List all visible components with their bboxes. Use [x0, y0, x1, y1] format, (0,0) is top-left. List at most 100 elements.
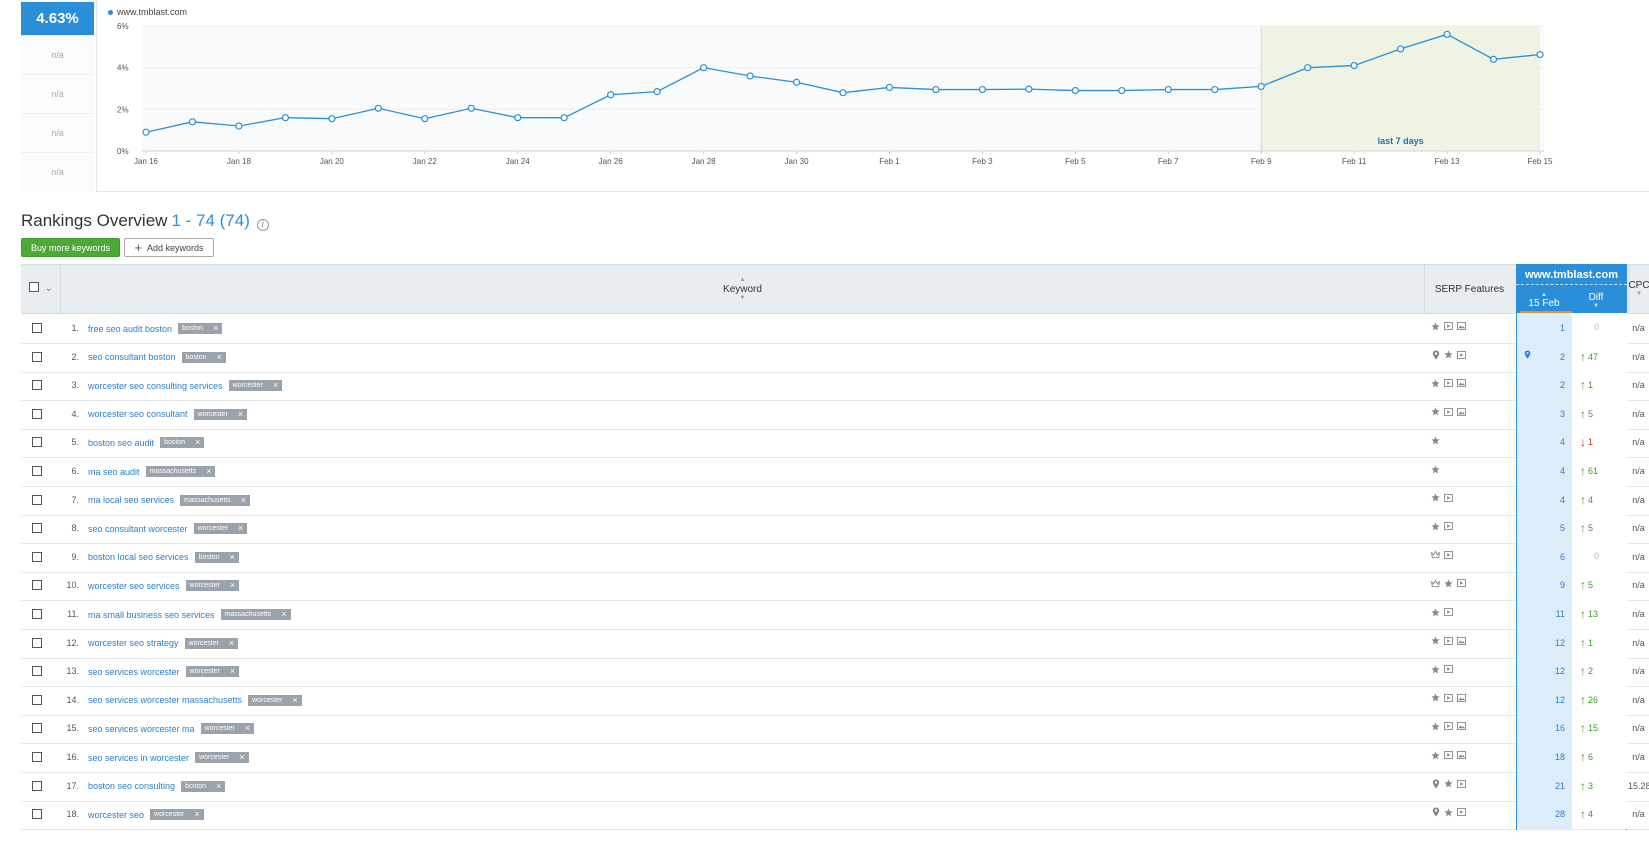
star-icon[interactable]	[1431, 636, 1440, 646]
video-icon[interactable]	[1444, 550, 1453, 560]
keyword-link[interactable]: seo services worcester massachusetts	[88, 695, 243, 706]
video-icon[interactable]	[1444, 378, 1453, 388]
crown-icon[interactable]	[1431, 578, 1440, 588]
keyword-tag[interactable]: boston ×	[178, 323, 223, 334]
keyword-link[interactable]: boston local seo services	[88, 552, 189, 563]
star-icon[interactable]	[1431, 750, 1440, 760]
table-row[interactable]: 4. worcester seo consultant worcester × …	[21, 398, 1649, 430]
keyword-link[interactable]: seo services in worcester	[88, 752, 190, 763]
star-icon[interactable]	[1431, 435, 1440, 445]
row-checkbox[interactable]	[32, 609, 42, 619]
table-row[interactable]: 8. seo consultant worcester worcester × …	[21, 513, 1649, 545]
position-value[interactable]: 4	[1559, 466, 1565, 476]
local-pack-pin-icon[interactable]	[1524, 350, 1531, 361]
table-row[interactable]: 11. ma small business seo services massa…	[21, 599, 1649, 630]
remove-tag-icon[interactable]: ×	[194, 809, 200, 820]
keyword-tag[interactable]: worcester ×	[228, 380, 283, 392]
image-icon[interactable]	[1457, 407, 1466, 417]
select-all-checkbox[interactable]	[29, 282, 39, 292]
position-value[interactable]: 21	[1554, 780, 1565, 791]
star-icon[interactable]	[1444, 350, 1453, 360]
row-checkbox[interactable]	[32, 809, 42, 820]
row-checkbox[interactable]	[32, 466, 42, 476]
position-value[interactable]: 16	[1554, 723, 1565, 734]
keyword-tag[interactable]: worcester ×	[185, 580, 240, 592]
star-icon[interactable]	[1431, 464, 1440, 474]
position-value[interactable]: 3	[1559, 408, 1565, 419]
remove-tag-icon[interactable]: ×	[229, 580, 236, 591]
image-icon[interactable]	[1457, 378, 1466, 388]
row-checkbox[interactable]	[32, 523, 42, 534]
remove-tag-icon[interactable]: ×	[229, 551, 235, 562]
star-icon[interactable]	[1431, 721, 1440, 731]
buy-more-keywords-button[interactable]: Buy more keywords	[21, 238, 120, 257]
remove-tag-icon[interactable]: ×	[292, 694, 298, 705]
keyword-tag[interactable]: worcester ×	[193, 408, 248, 420]
remove-tag-icon[interactable]: ×	[237, 408, 244, 419]
keyword-link[interactable]: seo services worcester ma	[88, 723, 195, 734]
row-checkbox[interactable]	[32, 694, 42, 705]
table-row[interactable]: 2. seo consultant boston boston × 2 ↑ 47…	[21, 341, 1649, 373]
image-icon[interactable]	[1457, 750, 1466, 760]
video-icon[interactable]	[1444, 493, 1453, 503]
position-value[interactable]: 5	[1559, 523, 1565, 534]
keyword-tag[interactable]: worcester ×	[184, 637, 239, 649]
star-icon[interactable]	[1431, 693, 1440, 703]
star-icon[interactable]	[1431, 607, 1440, 617]
row-checkbox[interactable]	[32, 323, 42, 333]
keyword-tag[interactable]: boston ×	[181, 351, 226, 363]
keyword-link[interactable]: boston seo consulting	[88, 781, 176, 792]
serp-features-header[interactable]: SERP Features	[1424, 265, 1514, 313]
position-value[interactable]: 4	[1559, 494, 1565, 505]
row-checkbox[interactable]	[32, 752, 42, 762]
image-icon[interactable]	[1457, 721, 1466, 731]
video-icon[interactable]	[1444, 407, 1453, 417]
remove-tag-icon[interactable]: ×	[244, 723, 251, 734]
keyword-link[interactable]: worcester seo services	[88, 580, 180, 591]
cpc-column-header[interactable]: CPC ▼	[1628, 265, 1649, 313]
keyword-tag[interactable]: worcester ×	[200, 723, 255, 735]
video-icon[interactable]	[1444, 664, 1453, 674]
remove-tag-icon[interactable]: ×	[216, 780, 222, 791]
domain-column-header[interactable]: www.tmblast.com ▲ 15 Feb Diff ▼	[1516, 264, 1627, 315]
table-row[interactable]: 1. free seo audit boston boston × 1 0 n/…	[21, 313, 1649, 344]
chart-legend[interactable]: www.tmblast.com	[108, 7, 187, 17]
remove-tag-icon[interactable]: ×	[237, 523, 244, 534]
video-icon[interactable]	[1444, 750, 1453, 760]
video-icon[interactable]	[1444, 693, 1453, 703]
keyword-link[interactable]: worcester seo consulting services	[88, 380, 223, 391]
row-checkbox[interactable]	[32, 580, 42, 591]
local-pin-icon[interactable]	[1431, 807, 1440, 817]
position-value[interactable]: 12	[1554, 666, 1565, 677]
star-icon[interactable]	[1444, 807, 1453, 817]
remove-tag-icon[interactable]: ×	[206, 466, 212, 476]
keyword-tag[interactable]: worcester ×	[193, 523, 248, 535]
keyword-link[interactable]: worcester seo consultant	[88, 409, 188, 420]
row-checkbox[interactable]	[32, 551, 42, 562]
star-icon[interactable]	[1444, 578, 1453, 588]
remove-tag-icon[interactable]: ×	[272, 380, 279, 391]
crown-icon[interactable]	[1431, 550, 1440, 560]
star-icon[interactable]	[1431, 664, 1440, 674]
position-value[interactable]: 2	[1559, 380, 1565, 391]
image-icon[interactable]	[1457, 693, 1466, 703]
remove-tag-icon[interactable]: ×	[216, 351, 222, 362]
table-row[interactable]: 6. ma seo audit massachusetts × 4 ↑ 61 n…	[21, 456, 1649, 487]
position-value[interactable]: 6	[1559, 551, 1565, 562]
video-icon[interactable]	[1457, 350, 1466, 360]
video-icon[interactable]	[1444, 521, 1453, 531]
table-row[interactable]: 9. boston local seo services boston × 6 …	[21, 541, 1649, 573]
table-row[interactable]: 3. worcester seo consulting services wor…	[21, 370, 1649, 402]
metric-na-item[interactable]: n/a	[21, 152, 94, 191]
metric-na-item[interactable]: n/a	[21, 35, 94, 74]
image-icon[interactable]	[1457, 321, 1466, 331]
diff-column-header[interactable]: Diff ▼	[1571, 292, 1621, 309]
row-checkbox[interactable]	[32, 408, 42, 419]
row-checkbox[interactable]	[32, 351, 42, 362]
position-value[interactable]: 12	[1554, 694, 1565, 705]
date-column-header[interactable]: ▲ 15 Feb	[1519, 292, 1569, 309]
remove-tag-icon[interactable]: ×	[213, 323, 219, 333]
select-all-control[interactable]: ⌄	[21, 265, 61, 313]
position-value[interactable]: 11	[1555, 609, 1565, 619]
star-icon[interactable]	[1431, 321, 1440, 331]
